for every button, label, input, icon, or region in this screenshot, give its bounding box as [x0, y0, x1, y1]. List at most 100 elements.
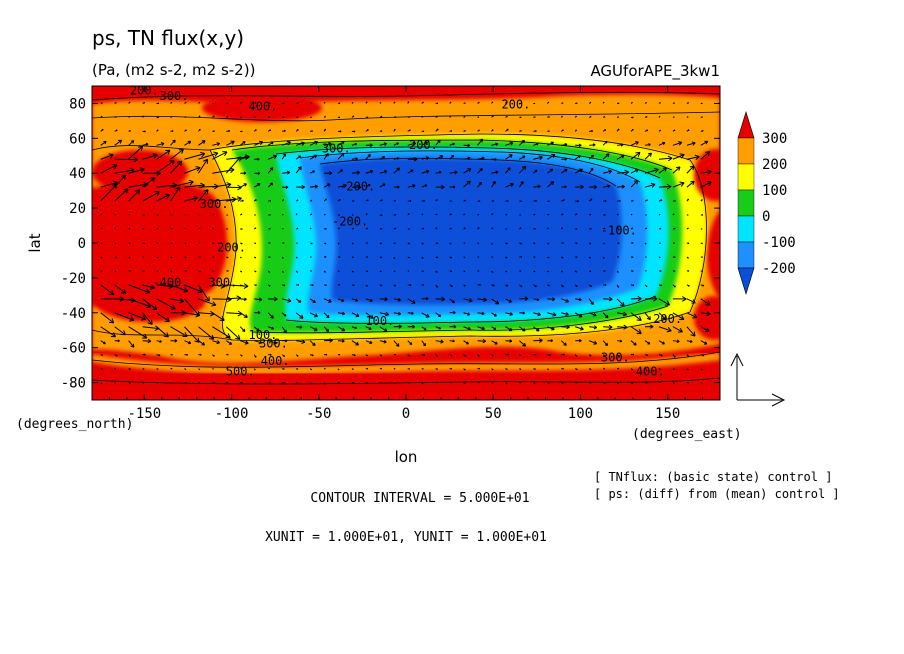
flux-arrow	[295, 298, 302, 303]
flux-arrow	[463, 156, 471, 161]
flux-arrow	[700, 242, 703, 245]
flux-arrow	[393, 256, 396, 260]
flux-arrow	[630, 340, 637, 346]
flux-arrow	[170, 179, 194, 188]
flux-arrow	[170, 256, 173, 259]
flux-arrow	[602, 227, 606, 230]
flux-arrow	[575, 368, 578, 371]
flux-arrow	[240, 340, 249, 345]
y-tick-label: 0	[78, 236, 86, 252]
flux-arrow	[533, 169, 538, 174]
flux-arrow	[435, 354, 439, 358]
flux-arrow	[128, 326, 148, 339]
flux-arrow	[267, 167, 274, 174]
flux-arrow	[142, 382, 145, 384]
flux-arrow	[505, 382, 508, 385]
flux-arrow	[365, 256, 368, 258]
flux-arrow	[561, 312, 569, 317]
flux-arrow	[518, 181, 524, 188]
flux-arrow	[435, 296, 446, 302]
flux-arrow	[170, 353, 173, 356]
flux-arrow	[561, 242, 564, 244]
run-label: AGUforAPE_3kw1	[590, 62, 720, 81]
flux-arrow	[170, 339, 178, 343]
x-axis: -150 -100 -50 0 50 100 150	[91, 86, 721, 422]
flux-arrow	[700, 311, 711, 317]
flux-arrow	[533, 353, 537, 356]
flux-arrow	[560, 168, 568, 174]
flux-arrow	[658, 115, 661, 118]
flux-arrow	[686, 312, 698, 319]
flux-arrow	[114, 382, 117, 384]
flux-arrow	[309, 354, 314, 357]
flux-arrow	[435, 128, 439, 132]
flux-arrow	[421, 101, 424, 104]
flux-arrow	[477, 381, 480, 384]
flux-arrow	[337, 298, 345, 303]
flux-arrow	[644, 143, 651, 147]
colorbar-min-triangle	[737, 267, 755, 296]
flux-arrow	[533, 312, 541, 317]
flux-arrow	[533, 116, 536, 118]
flux-arrow	[309, 213, 313, 216]
flux-arrow	[393, 297, 401, 302]
flux-arrow	[449, 115, 452, 118]
flux-arrow	[644, 182, 656, 188]
band-below-minus200	[320, 158, 622, 305]
flux-arrow	[365, 312, 374, 319]
flux-arrow	[170, 139, 176, 146]
flux-arrow	[477, 270, 480, 272]
flux-arrow	[128, 242, 131, 245]
flux-arrow	[365, 326, 372, 331]
flux-arrow	[170, 214, 173, 217]
flux-arrow	[379, 155, 386, 160]
flux-arrow	[295, 129, 299, 132]
flux-arrow	[519, 155, 526, 160]
flux-arrow	[100, 153, 114, 160]
flux-arrow	[212, 142, 221, 146]
flux-arrow	[435, 381, 438, 384]
flux-arrow	[212, 151, 228, 160]
flux-arrow	[421, 353, 426, 357]
flux-arrow	[351, 200, 355, 202]
flux-arrow	[268, 213, 271, 216]
flux-arrow	[100, 382, 103, 385]
flux-arrow	[324, 171, 333, 176]
colorbar-segment	[737, 137, 755, 165]
flux-arrow	[505, 298, 512, 303]
flux-arrow	[282, 381, 285, 384]
flux-arrow	[421, 227, 425, 230]
flux-arrow	[449, 354, 453, 357]
flux-arrow	[603, 199, 607, 203]
flux-arrow	[519, 214, 521, 216]
flux-arrow	[156, 102, 160, 105]
flux-arrow	[100, 312, 115, 324]
flux-arrow	[546, 368, 550, 371]
flux-arrow	[617, 143, 624, 147]
flux-arrow	[128, 116, 131, 118]
flux-arrow	[560, 227, 564, 230]
flux-arrow	[630, 128, 634, 132]
flux-arrow	[630, 101, 633, 104]
flux-arrow	[658, 141, 666, 146]
flux-arrow	[644, 340, 651, 345]
contour-label: 200.	[501, 98, 530, 112]
flux-arrow	[226, 115, 229, 118]
flux-arrow	[379, 130, 383, 132]
contour-label: 200.	[653, 312, 682, 326]
flux-arrow	[533, 213, 536, 216]
flux-arrow	[407, 141, 417, 146]
chart-subtitle: (Pa, (m2 s-2, m2 s-2))	[92, 61, 255, 79]
flux-arrow	[351, 157, 358, 161]
flux-arrow	[533, 227, 536, 230]
flux-arrow	[323, 312, 330, 319]
flux-arrow	[449, 324, 457, 329]
flux-arrow	[240, 381, 243, 384]
flux-arrow	[630, 199, 634, 202]
flux-arrow	[240, 284, 243, 287]
flux-arrow	[170, 326, 188, 338]
flux-arrow	[602, 153, 610, 160]
flux-arrow	[421, 115, 424, 118]
flux-arrow	[561, 185, 567, 189]
flux-arrow	[449, 213, 452, 216]
